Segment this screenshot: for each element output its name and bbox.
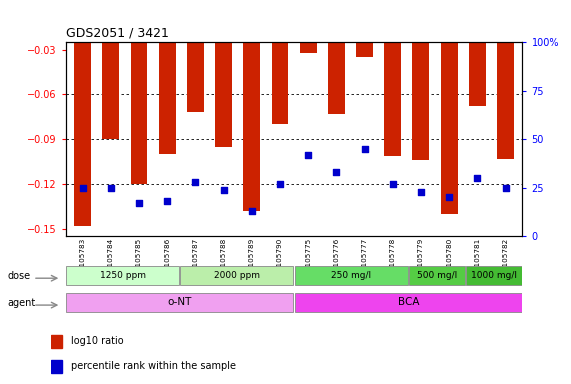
Bar (180, 266, 293, 285)
Bar (159, 5, 176, 154)
Point (388, 181, 397, 187)
Bar (469, 5, 486, 106)
Text: 250 mg/l: 250 mg/l (331, 271, 371, 280)
Bar (74, 5, 91, 226)
Bar (131, 5, 147, 184)
Bar (243, 5, 260, 211)
Point (191, 179, 200, 185)
Point (473, 175, 482, 181)
Point (247, 208, 256, 214)
Point (219, 187, 228, 193)
Point (134, 200, 143, 206)
Bar (300, 5, 317, 53)
Bar (187, 5, 204, 113)
Bar (66, 266, 179, 285)
Text: BCA: BCA (397, 297, 419, 307)
Bar (295, 266, 408, 285)
Bar (215, 5, 232, 147)
Bar (102, 5, 119, 139)
Bar (441, 5, 457, 214)
Bar (51, 360, 62, 372)
Bar (497, 5, 514, 159)
Text: 1000 mg/l: 1000 mg/l (471, 271, 517, 280)
Text: 2000 ppm: 2000 ppm (214, 271, 260, 280)
Point (445, 194, 454, 200)
Text: dose: dose (7, 271, 30, 281)
Bar (66, 293, 293, 312)
Text: GDS2051 / 3421: GDS2051 / 3421 (66, 26, 168, 39)
Text: o-NT: o-NT (168, 297, 192, 307)
Point (416, 189, 425, 195)
Bar (466, 266, 522, 285)
Bar (271, 5, 288, 124)
Point (501, 185, 510, 191)
Point (332, 169, 341, 175)
Bar (409, 266, 465, 285)
Bar (384, 5, 401, 156)
Bar (328, 5, 345, 114)
Bar (356, 5, 373, 57)
Bar (295, 293, 522, 312)
Point (275, 181, 284, 187)
Point (360, 146, 369, 152)
Text: 500 mg/l: 500 mg/l (417, 271, 457, 280)
Text: log10 ratio: log10 ratio (71, 336, 123, 346)
Point (304, 152, 313, 158)
Bar (51, 335, 62, 348)
Point (106, 185, 115, 191)
Text: agent: agent (7, 298, 35, 308)
Text: percentile rank within the sample: percentile rank within the sample (71, 361, 236, 371)
Bar (412, 5, 429, 160)
Point (163, 198, 172, 204)
Text: 1250 ppm: 1250 ppm (100, 271, 146, 280)
Point (78, 185, 87, 191)
